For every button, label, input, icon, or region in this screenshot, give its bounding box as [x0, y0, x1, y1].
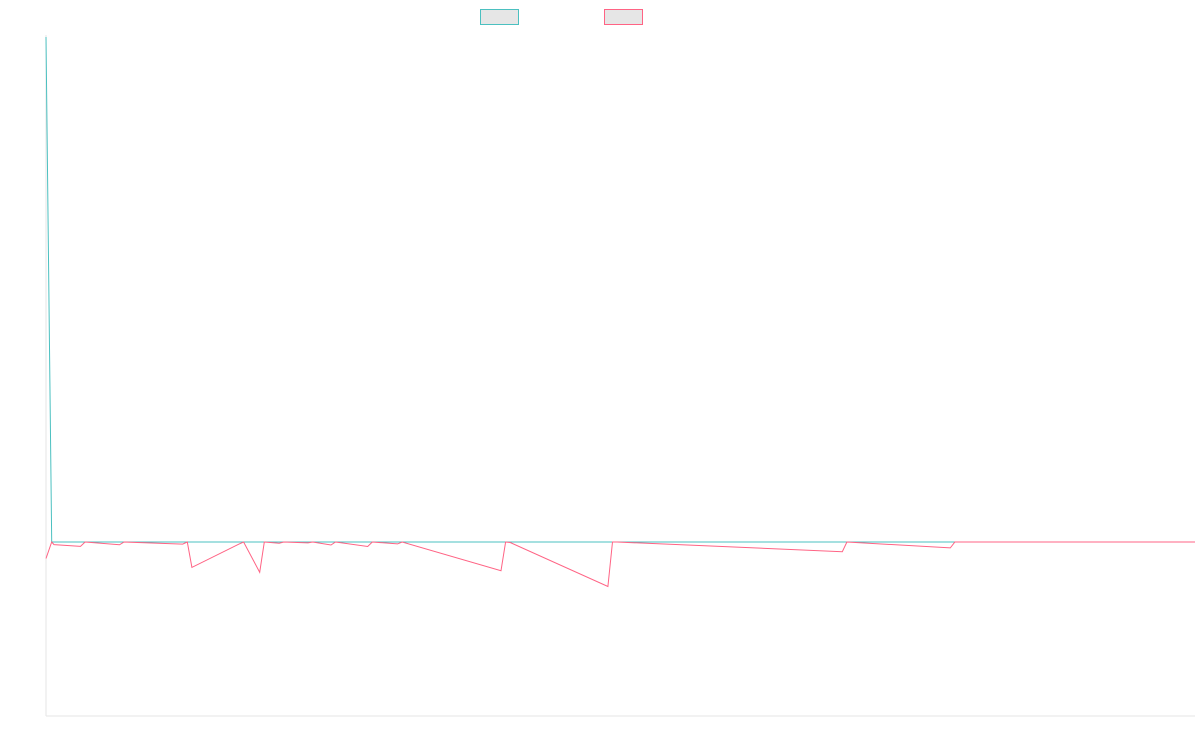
- series-1: [45, 36, 1195, 543]
- legend-swatch-series-1[interactable]: [480, 9, 519, 25]
- series-2: [45, 541, 1195, 588]
- series-2-line: [45, 541, 1195, 588]
- series-layer: [45, 36, 1195, 588]
- series-1-line: [45, 36, 1195, 543]
- legend-swatch-series-2[interactable]: [604, 9, 643, 25]
